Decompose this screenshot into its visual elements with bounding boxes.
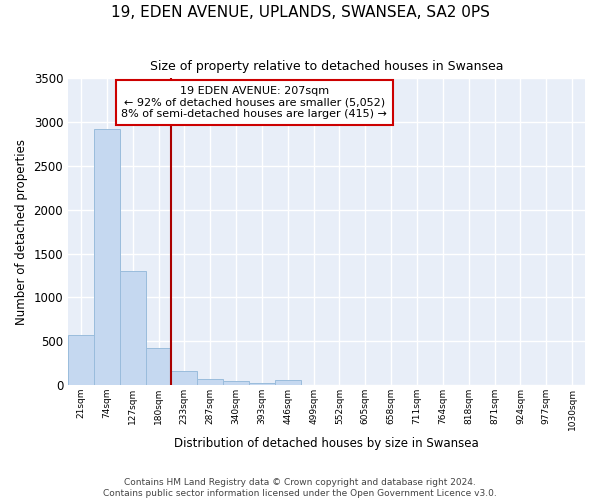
Bar bbox=[146, 348, 172, 385]
Text: Contains HM Land Registry data © Crown copyright and database right 2024.
Contai: Contains HM Land Registry data © Crown c… bbox=[103, 478, 497, 498]
Text: 19, EDEN AVENUE, UPLANDS, SWANSEA, SA2 0PS: 19, EDEN AVENUE, UPLANDS, SWANSEA, SA2 0… bbox=[110, 5, 490, 20]
X-axis label: Distribution of detached houses by size in Swansea: Distribution of detached houses by size … bbox=[174, 437, 479, 450]
Bar bbox=[172, 370, 197, 385]
Bar bbox=[249, 384, 275, 385]
Text: 19 EDEN AVENUE: 207sqm
← 92% of detached houses are smaller (5,052)
8% of semi-d: 19 EDEN AVENUE: 207sqm ← 92% of detached… bbox=[121, 86, 387, 119]
Bar bbox=[94, 129, 120, 385]
Y-axis label: Number of detached properties: Number of detached properties bbox=[15, 138, 28, 324]
Title: Size of property relative to detached houses in Swansea: Size of property relative to detached ho… bbox=[150, 60, 503, 73]
Bar bbox=[68, 335, 94, 385]
Bar bbox=[275, 380, 301, 385]
Bar bbox=[197, 378, 223, 385]
Bar bbox=[223, 381, 249, 385]
Bar bbox=[120, 271, 146, 385]
